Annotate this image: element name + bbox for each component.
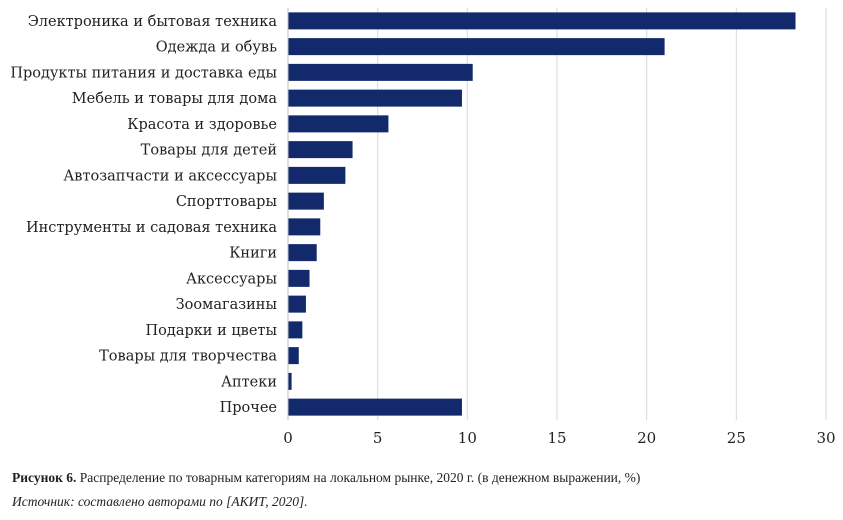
bar	[288, 89, 462, 107]
bar	[288, 141, 353, 159]
category-label: Прочее	[220, 400, 277, 416]
bar	[288, 269, 310, 287]
x-tick-label: 25	[727, 429, 746, 447]
bar	[288, 244, 317, 262]
category-label: Красота и здоровье	[127, 117, 277, 133]
category-label: Одежда и обувь	[156, 40, 277, 56]
figure-source: Источник: составлено авторами по [АКИТ, …	[12, 494, 308, 509]
category-label: Товары для детей	[141, 143, 277, 159]
bar	[288, 321, 303, 339]
category-label: Спорттовары	[176, 194, 278, 210]
figure-caption: Рисунок 6. Распределение по товарным кат…	[12, 470, 640, 486]
x-tick-label: 10	[458, 429, 477, 447]
category-label: Инструменты и садовая техника	[26, 220, 277, 236]
bar	[288, 295, 306, 313]
bar	[288, 38, 665, 56]
bar	[288, 166, 346, 184]
figure-label: Рисунок 6.	[12, 470, 77, 485]
category-label: Мебель и товары для дома	[72, 91, 278, 107]
figure-title: Распределение по товарным категориям на …	[76, 470, 641, 485]
category-label: Продукты питания и доставка еды	[10, 65, 277, 81]
x-tick-label: 5	[373, 429, 383, 447]
category-label: Аксессуары	[186, 271, 277, 287]
category-label: Зоомагазины	[176, 297, 278, 313]
bar	[288, 372, 292, 390]
category-label: Книги	[229, 246, 277, 262]
bar	[288, 63, 473, 81]
bar	[288, 347, 299, 365]
bar	[288, 218, 321, 236]
bar	[288, 192, 324, 210]
x-tick-label: 20	[637, 429, 656, 447]
x-tick-label: 15	[547, 429, 566, 447]
x-tick-label: 0	[283, 429, 293, 447]
bar	[288, 115, 389, 133]
bar	[288, 12, 796, 30]
category-label: Автозапчасти и аксессуары	[63, 168, 277, 184]
category-label: Подарки и цветы	[146, 323, 278, 339]
category-label: Товары для творчества	[99, 349, 277, 365]
category-label: Электроника и бытовая техника	[28, 14, 278, 30]
category-label: Аптеки	[221, 374, 277, 390]
x-tick-label: 30	[816, 429, 835, 447]
bar	[288, 398, 462, 416]
bar-chart: 0 5 10 15 20 25 30 Электроника и бытовая техник…	[10, 8, 836, 447]
